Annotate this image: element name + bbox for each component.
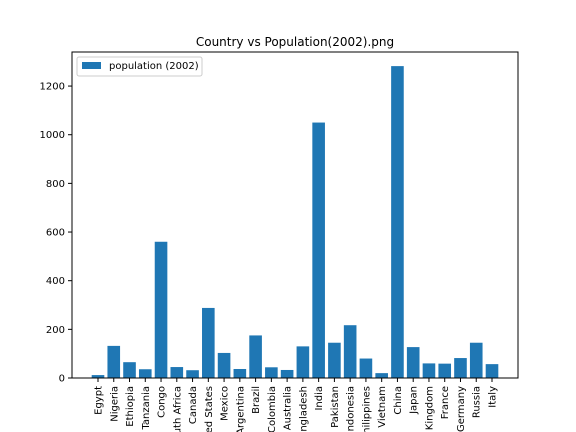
x-tick-label: Tanzania — [141, 386, 152, 431]
bar-tanzania — [138, 369, 152, 378]
x-tick-label-group: Mexico — [220, 386, 231, 421]
bar-united-states — [202, 307, 215, 378]
x-tick-label: United Kingdom — [424, 386, 435, 432]
bar-bangladesh — [296, 346, 310, 378]
x-tick-label-group: South Africa — [172, 386, 183, 432]
x-tick-label-group: Russia — [472, 386, 483, 418]
x-tick-label-group: Nigeria — [109, 386, 120, 422]
x-tick-label: Germany — [456, 386, 467, 432]
bar-egypt — [91, 375, 105, 378]
x-tick-label: India — [314, 386, 325, 411]
x-tick-label: Colombia — [267, 386, 278, 432]
x-tick-label-group: United Kingdom — [424, 386, 435, 432]
x-tick-label: United States — [204, 386, 215, 432]
bar-canada — [186, 370, 199, 378]
x-tick-label-group: Canada — [188, 386, 199, 424]
bar-indonesia — [343, 325, 357, 378]
x-tick-label: Brazil — [251, 386, 262, 414]
x-tick-label: Congo — [157, 386, 168, 418]
x-tick-label-group: Congo — [157, 386, 168, 418]
legend-label: population (2002) — [109, 61, 199, 72]
bar-china — [391, 66, 404, 379]
x-tick-label: Vietnam — [377, 386, 388, 428]
legend: population (2002) — [76, 56, 203, 77]
bar-australia — [280, 369, 294, 378]
bar-mexico — [217, 352, 231, 378]
x-tick-label-group: Pakistan — [330, 386, 341, 428]
x-tick-label: South Africa — [172, 386, 183, 432]
x-tick-label: Nigeria — [109, 386, 120, 422]
bar-united-kingdom — [422, 363, 436, 378]
x-tick-label-group: Vietnam — [377, 386, 388, 428]
bar-vietnam — [375, 373, 388, 378]
y-tick-label: 200 — [46, 325, 65, 336]
bar-india — [312, 122, 325, 378]
bar-ethiopia — [123, 362, 136, 378]
x-tick-label: Bangladesh — [298, 386, 309, 432]
x-tick-label: Mexico — [220, 386, 231, 421]
bars — [91, 66, 499, 379]
bar-argentina — [233, 368, 247, 378]
x-tick-label-group: Egypt — [94, 386, 105, 415]
x-tick-label-group: France — [440, 386, 451, 419]
bar-south-africa — [170, 367, 184, 378]
x-tick-label: Canada — [188, 386, 199, 424]
x-axis: Egypt Nigeria Ethiopia Tanzania Congo South A… — [94, 378, 499, 432]
x-tick-label: Italy — [488, 386, 499, 408]
x-tick-label-group: Japan — [409, 386, 420, 415]
bar-germany — [454, 358, 467, 378]
y-tick-label: 1000 — [40, 130, 65, 141]
x-tick-label-group: Ethiopia — [125, 386, 136, 427]
x-tick-label-group: Australia — [283, 386, 294, 430]
y-tick-label: 800 — [46, 179, 65, 190]
bar-philippines — [359, 358, 373, 378]
x-tick-label: Indonesia — [346, 386, 357, 432]
y-tick-label: 400 — [46, 276, 65, 287]
bar-japan — [406, 347, 420, 378]
bar-france — [438, 363, 452, 378]
bar-italy — [485, 364, 499, 378]
x-tick-label: France — [440, 386, 451, 419]
bar-russia — [469, 342, 483, 378]
x-tick-label-group: United States — [204, 386, 215, 432]
bar-nigeria — [107, 345, 121, 378]
bar-colombia — [265, 367, 278, 378]
x-tick-label: Argentina — [235, 386, 246, 432]
bar-pakistan — [328, 342, 341, 378]
legend-box — [76, 56, 203, 77]
x-tick-label-group: Argentina — [235, 386, 246, 432]
y-tick-label: 0 — [59, 374, 65, 385]
x-tick-label-group: Indonesia — [346, 386, 357, 432]
x-tick-label: Egypt — [94, 386, 105, 415]
x-tick-label: Pakistan — [330, 386, 341, 428]
x-tick-label: Australia — [283, 386, 294, 430]
x-tick-label-group: Italy — [488, 386, 499, 408]
x-tick-label: Russia — [472, 386, 483, 418]
bar-congo — [154, 241, 168, 378]
x-tick-label-group: Colombia — [267, 386, 278, 432]
legend-swatch — [82, 62, 101, 69]
x-tick-label-group: China — [393, 386, 404, 415]
y-tick-label: 600 — [46, 228, 65, 239]
y-tick-label: 1200 — [40, 82, 65, 93]
x-tick-label-group: India — [314, 386, 325, 411]
x-tick-label: Japan — [409, 386, 420, 415]
x-tick-label-group: Tanzania — [141, 386, 152, 431]
plot-frame — [71, 51, 519, 379]
x-tick-label: China — [393, 386, 404, 415]
y-axis: 0 200 400 600 800 1000 1200 — [40, 82, 72, 385]
x-tick-label: Philippines — [361, 386, 372, 432]
x-tick-label-group: Germany — [456, 386, 467, 432]
bar-brazil — [249, 335, 262, 378]
x-tick-label-group: Bangladesh — [298, 386, 309, 432]
x-tick-label: Ethiopia — [125, 386, 136, 427]
chart-title: Country vs Population(2002).png — [196, 35, 394, 49]
x-tick-label-group: Philippines — [361, 386, 372, 432]
x-tick-label-group: Brazil — [251, 386, 262, 414]
